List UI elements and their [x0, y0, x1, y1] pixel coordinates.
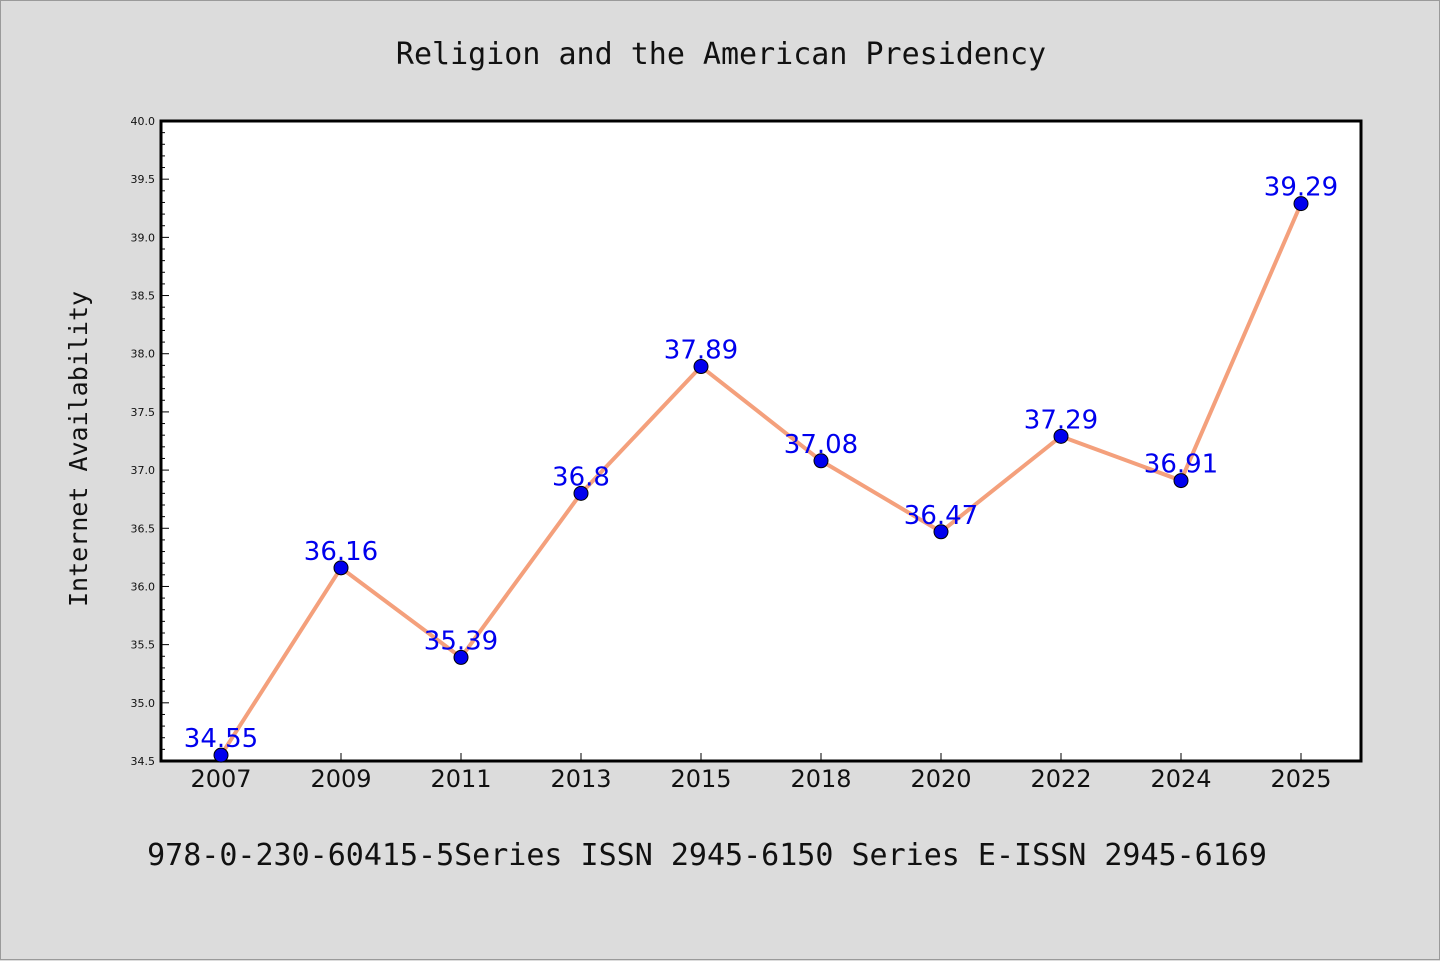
series-line: [219, 201, 1303, 758]
data-label: 37.89: [664, 336, 738, 366]
y-tick-label: 39.5: [131, 173, 156, 186]
footer-isbn-issn: 978-0-230-60415-5Series ISSN 2945-6150 S…: [147, 838, 1267, 873]
data-label: 36.16: [304, 537, 378, 567]
data-point: [813, 453, 829, 469]
y-tick-label: 34.5: [131, 755, 156, 768]
y-tick-label: 37.5: [131, 406, 156, 419]
y-tick-label: 36.5: [131, 522, 156, 535]
x-tick-label: 2020: [910, 765, 971, 793]
x-tick-labels: 2007 2009 2011 2013 2015 2018 2020 2022 2024 2025: [190, 765, 1331, 793]
data-point: [453, 649, 469, 665]
y-tick-labels: 34.5 35.0 35.5 36.0 36.5 37.0 37.5 38.0 38.5 39.0…: [131, 115, 156, 768]
y-tick-label: 36.0: [131, 580, 156, 593]
data-label: 37.08: [784, 430, 858, 460]
data-points: [213, 196, 1309, 763]
x-tick-label: 2025: [1270, 765, 1331, 793]
series-line-group: [219, 201, 1303, 758]
x-tick-label: 2022: [1030, 765, 1091, 793]
data-label: 36.91: [1144, 450, 1218, 480]
x-tick-label: 2011: [430, 765, 491, 793]
y-tick-label: 38.5: [131, 290, 156, 303]
x-tick-label: 2009: [310, 765, 371, 793]
axis-ticks: [161, 120, 1302, 762]
x-tick-label: 2015: [670, 765, 731, 793]
data-point: [1053, 428, 1069, 444]
x-tick-label: 2018: [790, 765, 851, 793]
data-point: [1293, 196, 1309, 212]
data-point: [333, 560, 349, 576]
data-label: 35.39: [424, 626, 498, 656]
x-tick-label: 2024: [1150, 765, 1211, 793]
data-point: [573, 485, 589, 501]
data-label: 34.55: [184, 724, 258, 754]
data-label: 37.29: [1024, 405, 1098, 435]
y-axis-label: Internet Availability: [64, 291, 93, 607]
data-label: 39.29: [1264, 173, 1338, 203]
data-label: 36.8: [552, 462, 610, 492]
y-tick-label: 35.5: [131, 639, 156, 652]
x-tick-label: 2013: [550, 765, 611, 793]
data-label: 36.47: [904, 501, 978, 531]
data-point: [933, 524, 949, 540]
y-tick-label: 35.0: [131, 697, 156, 710]
data-point: [1173, 473, 1189, 489]
y-tick-label: 38.0: [131, 348, 156, 361]
data-point: [693, 359, 709, 375]
y-tick-label: 40.0: [131, 115, 156, 128]
plot-area: [159, 119, 1363, 763]
data-labels: 34.55 36.16 35.39 36.8 37.89 37.08 36.47 37.29 3…: [184, 173, 1338, 755]
chart-title: Religion and the American Presidency: [396, 37, 1046, 72]
y-tick-label: 37.0: [131, 464, 156, 477]
x-tick-label: 2007: [190, 765, 251, 793]
data-point: [213, 747, 229, 763]
y-tick-label: 39.0: [131, 231, 156, 244]
